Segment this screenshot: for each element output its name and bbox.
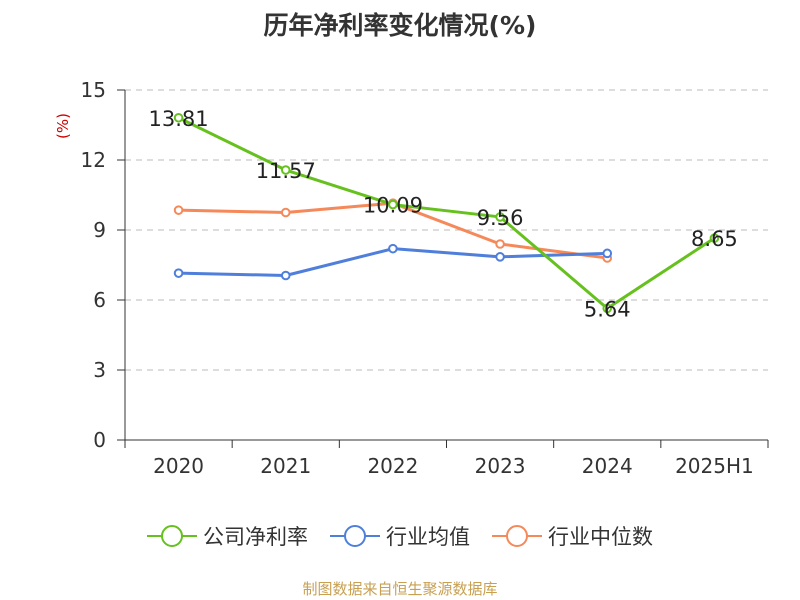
data-point bbox=[388, 243, 398, 254]
data-point bbox=[173, 268, 184, 278]
x-tick-label: 2024 bbox=[582, 454, 633, 478]
y-tick-label: 12 bbox=[81, 148, 106, 172]
data-label: 9.56 bbox=[477, 206, 524, 230]
data-point bbox=[280, 207, 291, 218]
y-axis-label: (%) bbox=[54, 113, 72, 139]
data-point bbox=[173, 205, 184, 215]
data-point bbox=[280, 165, 291, 175]
legend: 公司净利率 行业均值 行业中位数 bbox=[0, 521, 800, 551]
y-tick-label: 15 bbox=[81, 78, 106, 102]
data-label: 13.81 bbox=[149, 107, 209, 131]
data-label: 8.65 bbox=[691, 227, 738, 251]
data-label: 10.09 bbox=[363, 194, 423, 218]
data-point bbox=[495, 252, 505, 262]
y-tick-label: 0 bbox=[93, 428, 106, 452]
legend-label: 行业中位数 bbox=[548, 525, 653, 549]
data-point bbox=[602, 248, 613, 259]
series-line-0 bbox=[177, 116, 716, 310]
x-tick-label: 2020 bbox=[153, 454, 204, 478]
data-point bbox=[709, 233, 720, 243]
x-tick-label: 2021 bbox=[260, 454, 311, 478]
data-point bbox=[495, 212, 505, 222]
source-note: 制图数据来自恒生聚源数据库 bbox=[302, 580, 498, 598]
y-tick-label: 6 bbox=[93, 288, 106, 312]
legend-label: 公司净利率 bbox=[203, 525, 308, 549]
x-tick-label: 2023 bbox=[475, 454, 526, 478]
legend-marker-icon bbox=[147, 524, 197, 548]
data-point bbox=[602, 303, 613, 314]
y-tick-label: 9 bbox=[93, 218, 106, 242]
legend-marker-icon bbox=[492, 524, 542, 548]
data-point bbox=[280, 270, 291, 281]
legend-marker-icon bbox=[330, 524, 380, 548]
axis-layer: 0 3 6 9 12 15 2020 2021 2022 2023 2024 2025H1 (%) bbox=[54, 78, 769, 478]
legend-item-industry-mean[interactable]: 行业均值 bbox=[330, 521, 470, 551]
grid-layer bbox=[125, 89, 768, 371]
chart-title: 历年净利率变化情况(%) bbox=[263, 11, 537, 40]
data-point bbox=[388, 199, 398, 210]
x-tick-label: 2022 bbox=[367, 454, 418, 478]
legend-label: 行业均值 bbox=[386, 525, 470, 549]
y-tick-label: 3 bbox=[93, 358, 106, 382]
data-label-layer: 13.81 11.57 10.09 9.56 5.64 8.65 bbox=[149, 107, 738, 322]
data-point bbox=[173, 112, 184, 123]
data-label: 11.57 bbox=[256, 159, 316, 183]
legend-item-company[interactable]: 公司净利率 bbox=[147, 521, 308, 551]
data-point bbox=[495, 239, 505, 249]
data-label: 5.64 bbox=[584, 297, 631, 321]
series-layer bbox=[173, 112, 720, 314]
x-tick-label: 2025H1 bbox=[675, 454, 754, 478]
legend-item-industry-median[interactable]: 行业中位数 bbox=[492, 521, 653, 551]
